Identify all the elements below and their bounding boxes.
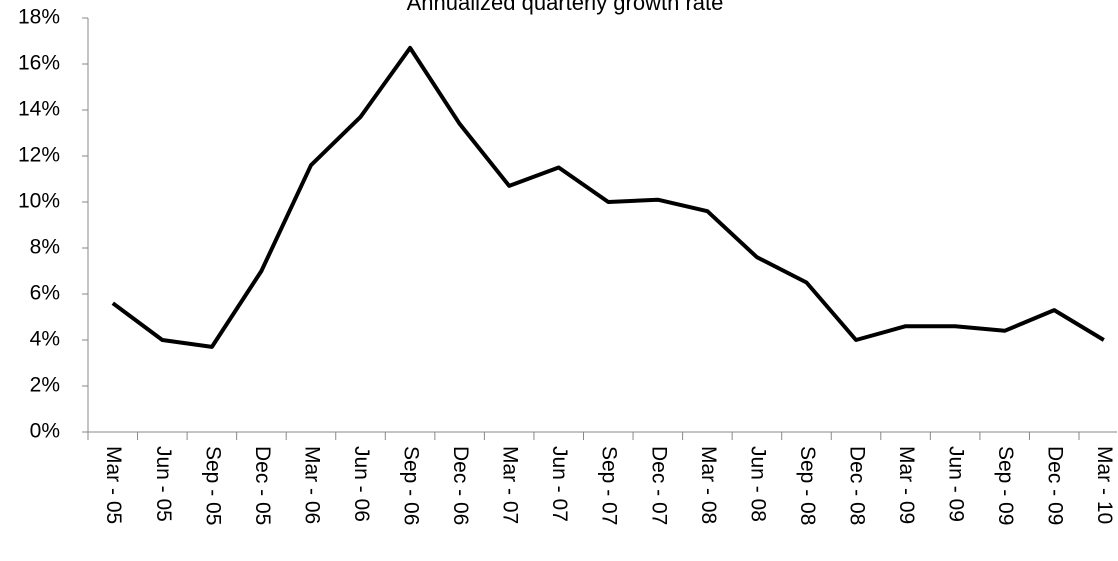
y-tick-label: 8% [30,236,60,259]
x-tick-label: Jun - 07 [548,446,571,522]
x-tick-label: Dec - 08 [845,446,868,525]
x-tick-label: Dec - 09 [1044,446,1067,525]
x-tick-label: Jun - 08 [746,446,769,522]
x-tick-label: Sep - 06 [400,446,423,525]
x-tick-label: Mar - 06 [300,446,323,524]
x-tick-label: Dec - 05 [251,446,274,525]
y-tick-label: 18% [18,6,60,29]
y-tick-label: 4% [30,328,60,351]
x-tick-label: Dec - 06 [449,446,472,525]
x-tick-label: Mar - 07 [499,446,522,524]
y-tick-label: 16% [18,52,60,75]
line-series [111,45,1105,349]
x-tick-label: Jun - 09 [945,446,968,522]
y-tick-label: 2% [30,374,60,397]
y-tick-label: 6% [30,282,60,305]
x-tick-label: Jun - 05 [152,446,175,522]
x-tick-label: Sep - 07 [598,446,621,525]
y-tick-label: 14% [18,98,60,121]
x-tick-label: Sep - 05 [201,446,224,525]
y-tick-label: 0% [30,420,60,443]
x-tick-label: Jun - 06 [350,446,373,522]
x-tick-label: Mar - 10 [1093,446,1116,524]
x-tick-label: Mar - 08 [697,446,720,524]
x-tick-label: Mar - 05 [102,446,125,524]
y-tick-label: 10% [18,190,60,213]
x-tick-label: Sep - 09 [994,446,1017,525]
x-tick-label: Dec - 07 [647,446,670,525]
y-tick-label: 12% [18,144,60,167]
x-tick-label: Mar - 09 [895,446,918,524]
chart-title: Annualized quarterly growth rate [407,0,724,15]
x-tick-label: Sep - 08 [796,446,819,525]
